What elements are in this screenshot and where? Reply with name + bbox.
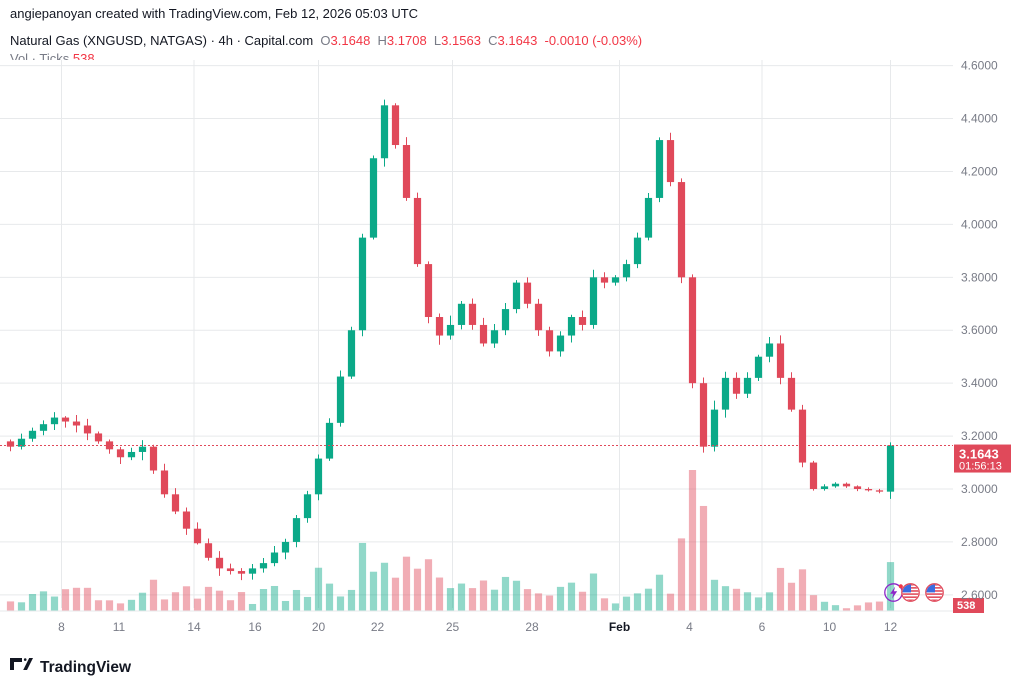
svg-text:TradingView: TradingView bbox=[40, 659, 132, 676]
svg-text:3.8000: 3.8000 bbox=[961, 270, 998, 284]
svg-text:3.2000: 3.2000 bbox=[961, 429, 998, 443]
svg-text:4.0000: 4.0000 bbox=[961, 217, 998, 231]
svg-text:3.4000: 3.4000 bbox=[961, 376, 998, 390]
svg-text:4.6000: 4.6000 bbox=[961, 60, 998, 73]
svg-text:4.4000: 4.4000 bbox=[961, 112, 998, 126]
svg-text:4.2000: 4.2000 bbox=[961, 164, 998, 178]
svg-text:3.1643: 3.1643 bbox=[959, 447, 999, 462]
svg-text:01:56:13: 01:56:13 bbox=[959, 461, 1002, 473]
svg-text:3.0000: 3.0000 bbox=[961, 482, 998, 496]
svg-text:2.8000: 2.8000 bbox=[961, 535, 998, 549]
svg-text:3.6000: 3.6000 bbox=[961, 323, 998, 337]
